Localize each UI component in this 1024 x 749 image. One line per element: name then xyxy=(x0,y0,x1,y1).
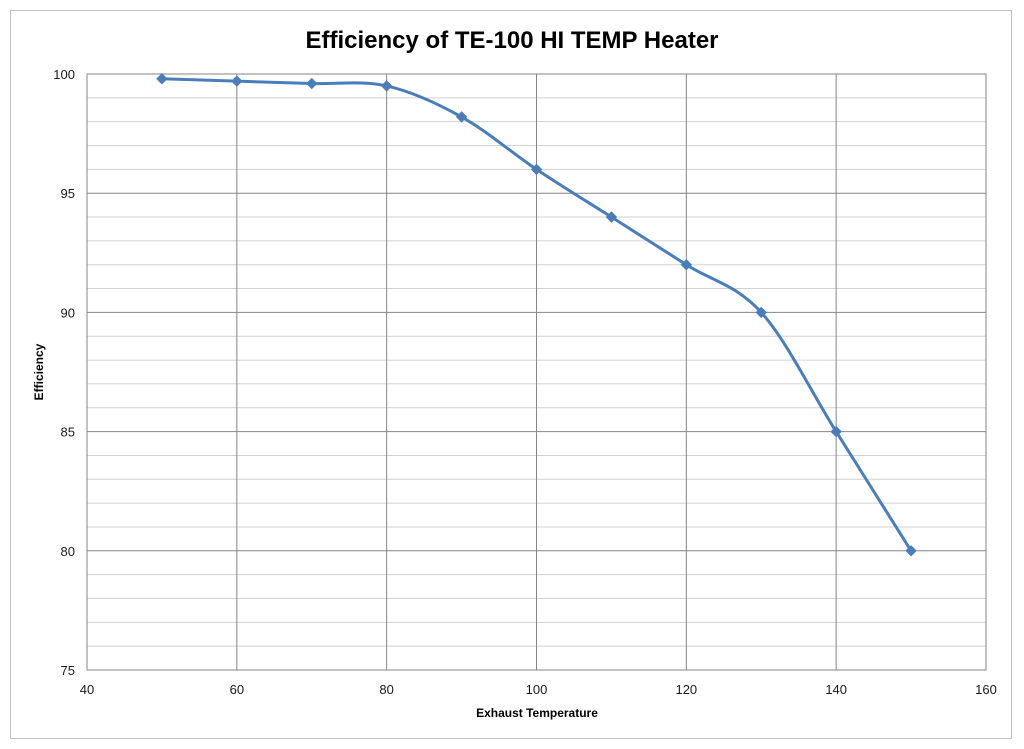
x-tick-label: 160 xyxy=(975,682,997,697)
data-point-marker xyxy=(905,545,917,557)
y-tick-labels: 75 80 85 90 95 100 xyxy=(53,67,75,678)
x-tick-label: 120 xyxy=(675,682,697,697)
grid-lines xyxy=(86,73,987,671)
data-point-marker xyxy=(231,75,243,87)
data-point-marker xyxy=(680,259,693,271)
x-tick-labels: 40 60 80 100 120 140 160 xyxy=(80,682,997,697)
x-tick-label: 140 xyxy=(825,682,847,697)
data-point-marker xyxy=(605,211,618,223)
data-point-marker xyxy=(156,73,168,85)
y-tick-label: 90 xyxy=(61,305,75,320)
x-tick-label: 40 xyxy=(80,682,94,697)
series-line xyxy=(161,77,913,552)
y-tick-label: 75 xyxy=(61,663,75,678)
plot-area xyxy=(86,73,987,671)
x-tick-label: 100 xyxy=(526,682,548,697)
y-axis-title: Efficiency xyxy=(32,343,46,400)
y-tick-label: 85 xyxy=(61,425,75,440)
data-point-marker xyxy=(380,80,393,92)
x-tick-label: 60 xyxy=(230,682,244,697)
chart-frame xyxy=(10,10,1012,739)
data-point-marker xyxy=(530,163,543,176)
y-tick-label: 80 xyxy=(61,544,75,559)
y-tick-label: 95 xyxy=(61,186,75,201)
data-markers xyxy=(156,73,917,557)
chart-title: Efficiency of TE-100 HI TEMP Heater xyxy=(305,27,718,54)
data-point-marker xyxy=(306,77,318,90)
x-tick-label: 80 xyxy=(379,682,393,697)
data-point-marker xyxy=(755,306,767,319)
x-axis-title: Exhaust Temperature xyxy=(476,706,598,720)
data-point-marker xyxy=(455,111,468,123)
data-point-marker xyxy=(830,425,842,438)
y-tick-label: 100 xyxy=(53,67,75,82)
